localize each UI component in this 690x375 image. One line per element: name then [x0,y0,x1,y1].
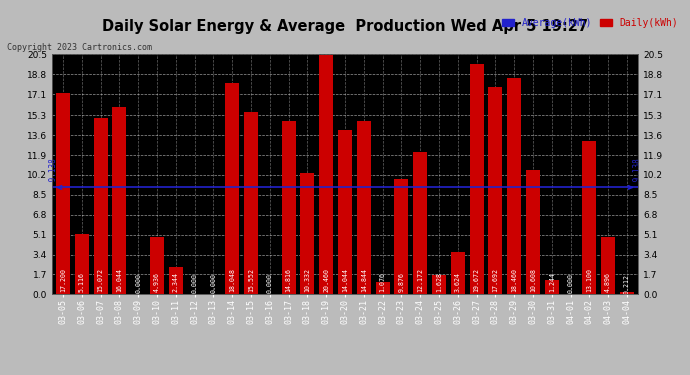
Text: 4.896: 4.896 [605,272,611,292]
Text: Copyright 2023 Cartronics.com: Copyright 2023 Cartronics.com [7,43,152,52]
Bar [225,83,239,294]
Text: 4.936: 4.936 [154,272,160,292]
Text: 14.044: 14.044 [342,268,348,292]
Bar [375,282,390,294]
Bar [620,292,634,294]
Bar [395,179,408,294]
Bar [489,87,502,294]
Text: 0.000: 0.000 [192,273,197,293]
Bar [300,173,315,294]
Bar [432,275,446,294]
Text: 19.672: 19.672 [473,268,480,292]
Text: 5.116: 5.116 [79,272,85,292]
Text: 0.000: 0.000 [568,273,573,293]
Bar [413,152,427,294]
Text: 18.460: 18.460 [511,268,518,292]
Bar [244,112,258,294]
Text: Daily Solar Energy & Average  Production Wed Apr 5 19:27: Daily Solar Energy & Average Production … [102,19,588,34]
Bar [582,141,596,294]
Text: 10.608: 10.608 [530,268,536,292]
Text: 0.000: 0.000 [267,273,273,293]
Text: 15.552: 15.552 [248,268,254,292]
Text: 0.000: 0.000 [135,273,141,293]
Text: 1.244: 1.244 [549,272,555,292]
Text: 12.172: 12.172 [417,268,423,292]
Text: 9.138: 9.138 [49,158,58,186]
Text: 13.100: 13.100 [586,268,593,292]
Text: 9.138: 9.138 [633,158,642,186]
Bar [169,267,183,294]
Bar [282,121,295,294]
Bar [75,234,89,294]
Text: 3.624: 3.624 [455,272,461,292]
Text: 14.816: 14.816 [286,268,292,292]
Bar [469,64,484,294]
Text: 16.044: 16.044 [117,268,122,292]
Bar [526,170,540,294]
Text: 1.076: 1.076 [380,272,386,292]
Text: 14.844: 14.844 [361,268,367,292]
Bar [544,280,559,294]
Text: 9.876: 9.876 [398,272,404,292]
Bar [601,237,615,294]
Text: 10.332: 10.332 [304,268,310,292]
Bar [507,78,521,294]
Text: 0.212: 0.212 [624,274,630,294]
Bar [56,93,70,294]
Legend: Average(kWh), Daily(kWh): Average(kWh), Daily(kWh) [502,18,678,28]
Bar [319,55,333,294]
Text: 15.072: 15.072 [97,268,104,292]
Bar [94,118,108,294]
Text: 1.628: 1.628 [436,272,442,292]
Bar [150,237,164,294]
Text: 2.344: 2.344 [172,272,179,292]
Bar [338,130,352,294]
Text: 17.200: 17.200 [60,268,66,292]
Bar [112,106,126,294]
Text: 17.692: 17.692 [493,268,498,292]
Bar [357,121,371,294]
Bar [451,252,465,294]
Text: 0.000: 0.000 [210,273,217,293]
Text: 20.460: 20.460 [323,268,329,292]
Text: 18.048: 18.048 [229,268,235,292]
